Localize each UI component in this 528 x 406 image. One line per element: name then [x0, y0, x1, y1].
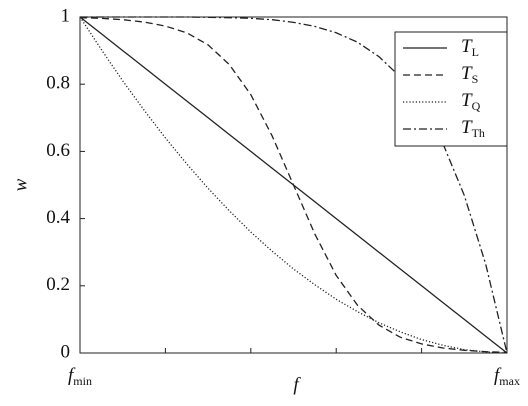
y-axis-label: w: [10, 178, 31, 191]
x-axis-label: f: [293, 374, 301, 395]
legend-box: [394, 31, 508, 147]
legend-label-main: T: [461, 117, 473, 138]
y-tick-label: 1: [61, 5, 71, 26]
legend-label-sub: Q: [472, 99, 481, 113]
legend-label-sub: S: [472, 72, 479, 86]
y-tick-label: 0.4: [46, 207, 70, 228]
legend-label-sub: Th: [472, 126, 485, 140]
y-tick-label: 0.8: [46, 73, 70, 94]
plot-frame: [79, 16, 508, 354]
x-tick-label-sub: max: [499, 374, 520, 388]
series-line: [79, 17, 508, 353]
legend-label: TQ: [461, 90, 481, 112]
legend-label-main: T: [461, 63, 473, 84]
y-tick-label: 0: [61, 341, 71, 362]
y-tick-label: 0.2: [46, 274, 70, 295]
legend-label-main: T: [461, 36, 473, 57]
x-tick-label-main: f: [68, 365, 76, 386]
legend-label-main: T: [461, 90, 473, 111]
y-tick-label: 0.6: [46, 140, 70, 161]
legend-label: TL: [461, 36, 479, 58]
x-tick-label-main: f: [494, 365, 502, 386]
legend-label: TS: [461, 63, 478, 85]
x-tick-label: fmin: [68, 365, 92, 387]
x-tick-label-sub: min: [73, 374, 92, 388]
legend-label: TTh: [461, 117, 485, 139]
legend-label-sub: L: [472, 45, 479, 59]
x-tick-label: fmax: [494, 365, 520, 387]
series-line: [79, 16, 508, 354]
